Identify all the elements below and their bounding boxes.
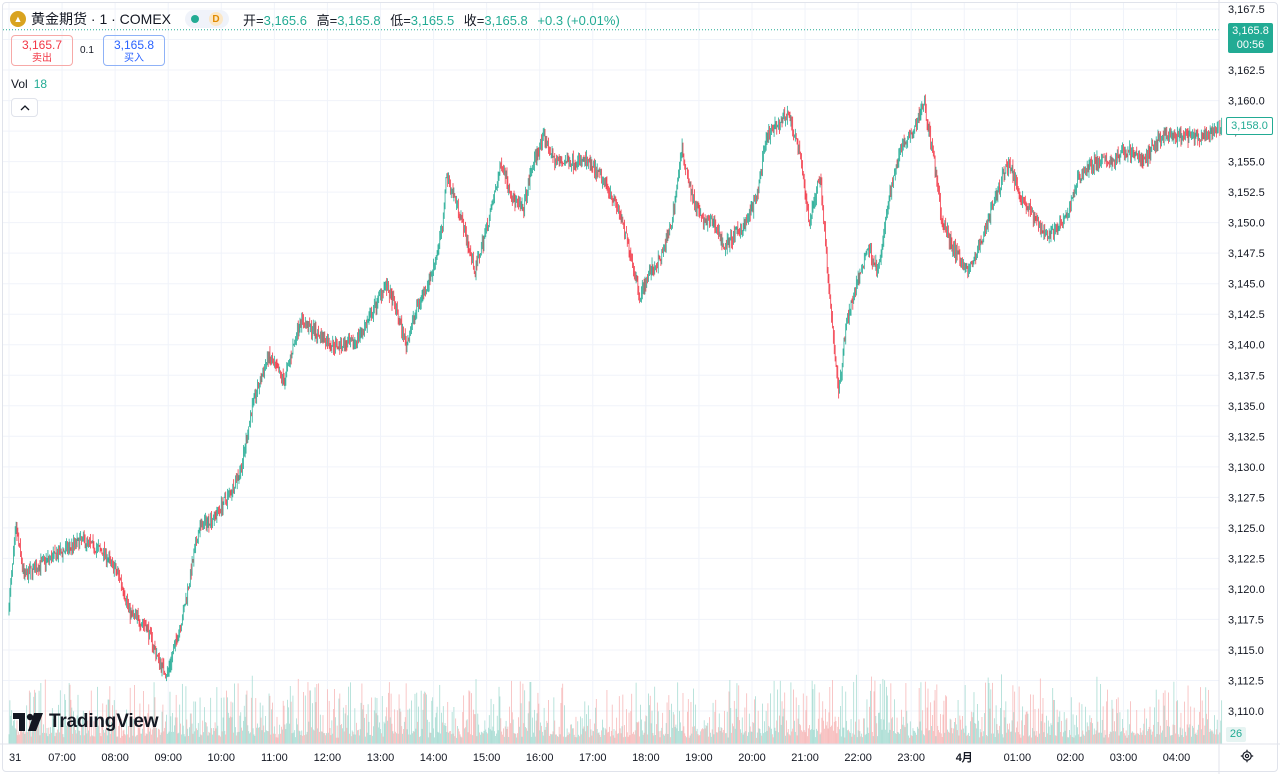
volume-legend[interactable]: Vol 18 bbox=[11, 77, 47, 91]
brand-name: TradingView bbox=[49, 711, 159, 732]
symbol-title[interactable]: 黄金期货 · 1 · COMEX bbox=[31, 11, 172, 27]
price-tick-label: 3,167.5 bbox=[1228, 4, 1265, 16]
chevron-up-icon bbox=[20, 105, 29, 111]
close-label: 收= bbox=[463, 12, 485, 28]
price-tick-label: 3,150.0 bbox=[1228, 218, 1265, 230]
market-status-pill[interactable]: D bbox=[185, 10, 230, 28]
price-tick-label: 3,112.5 bbox=[1228, 675, 1264, 687]
time-tick-label: 16:00 bbox=[526, 752, 554, 764]
time-tick-label: 21:00 bbox=[791, 752, 819, 764]
time-tick-label: 22:00 bbox=[844, 752, 872, 764]
change-value: +0.3 (+0.01%) bbox=[537, 12, 620, 28]
interval-badge: D bbox=[209, 12, 224, 26]
reference-price-badge: 3,158.0 bbox=[1226, 117, 1273, 135]
tradingview-logo[interactable]: TradingView bbox=[13, 711, 159, 733]
time-tick-label: 18:00 bbox=[632, 752, 660, 764]
buy-button[interactable]: 3,165.8 买入 bbox=[103, 35, 165, 66]
time-tick-label: 04:00 bbox=[1163, 752, 1191, 764]
time-tick-label: 11:00 bbox=[261, 752, 288, 764]
open-label: 开= bbox=[243, 12, 264, 28]
collapse-legend-button[interactable] bbox=[11, 98, 38, 117]
market-open-icon bbox=[191, 15, 200, 23]
volume-axis-badge: 26 bbox=[1226, 727, 1246, 742]
symbol-header: ▲ 黄金期货 · 1 · COMEX D 开=3,165.6 高=3,165.8… bbox=[10, 9, 626, 29]
buy-price: 3,165.8 bbox=[113, 38, 155, 52]
price-tick-label: 3,117.5 bbox=[1228, 614, 1264, 626]
price-tick-label: 3,152.5 bbox=[1228, 187, 1265, 199]
low-label: 低= bbox=[390, 12, 411, 28]
grid-lines bbox=[3, 3, 1219, 744]
price-tick-label: 3,155.0 bbox=[1228, 157, 1265, 169]
tradingview-logo-icon bbox=[13, 713, 43, 731]
price-tick-label: 3,132.5 bbox=[1228, 431, 1265, 443]
time-tick-label: 01:00 bbox=[1004, 752, 1032, 764]
price-candles bbox=[8, 94, 1223, 682]
close-value: 3,165.8 bbox=[484, 12, 528, 28]
price-tick-label: 3,160.0 bbox=[1228, 96, 1265, 108]
high-label: 高= bbox=[316, 12, 338, 28]
price-tick-label: 3,135.0 bbox=[1228, 401, 1265, 413]
time-axis: 31 07:00 08:00 09:00 10:00 11:00 12:00 13:00 14:… bbox=[0, 743, 1280, 764]
time-tick-label: 17:00 bbox=[579, 752, 607, 764]
volume-bars bbox=[8, 674, 1223, 744]
price-tick-label: 3,137.5 bbox=[1228, 370, 1265, 382]
bar-countdown: 00:56 bbox=[1236, 39, 1265, 51]
last-price: 3,165.8 bbox=[1232, 25, 1269, 37]
price-tick-label: 3,110.0 bbox=[1228, 706, 1264, 718]
time-tick-label: 13:00 bbox=[367, 752, 395, 764]
last-price-badge: 3,165.8 00:56 bbox=[1228, 23, 1273, 53]
price-tick-label: 3,147.5 bbox=[1228, 248, 1265, 260]
axis-settings-button[interactable] bbox=[1238, 747, 1256, 765]
price-tick-label: 3,142.5 bbox=[1228, 309, 1265, 321]
time-tick-label: 02:00 bbox=[1057, 752, 1085, 764]
price-tick-label: 3,140.0 bbox=[1228, 340, 1265, 352]
time-tick-label: 23:00 bbox=[897, 752, 925, 764]
time-tick-label: 19:00 bbox=[685, 752, 713, 764]
time-tick-label: 03:00 bbox=[1110, 752, 1138, 764]
sell-label: 卖出 bbox=[32, 53, 52, 64]
gear-icon bbox=[1240, 749, 1254, 763]
price-tick-label: 3,162.5 bbox=[1228, 65, 1265, 77]
time-tick-label: 4月 bbox=[956, 751, 973, 764]
gold-symbol-icon: ▲ bbox=[10, 11, 26, 27]
time-tick-label: 09:00 bbox=[154, 752, 182, 764]
sell-price: 3,165.7 bbox=[21, 38, 63, 52]
price-tick-label: 3,115.0 bbox=[1228, 645, 1264, 657]
spread-value: 0.1 bbox=[80, 45, 94, 56]
price-tick-label: 3,127.5 bbox=[1228, 492, 1265, 504]
ohlc-readout: 开=3,165.6 高=3,165.8 低=3,165.5 收=3,165.8 … bbox=[243, 10, 626, 29]
price-tick-label: 3,125.0 bbox=[1228, 523, 1265, 535]
low-value: 3,165.5 bbox=[410, 12, 455, 28]
time-tick-label: 31 bbox=[9, 752, 21, 764]
price-tick-label: 3,120.0 bbox=[1228, 584, 1265, 596]
price-tick-label: 3,145.0 bbox=[1228, 279, 1265, 291]
volume-value: 18 bbox=[33, 77, 48, 91]
sell-button[interactable]: 3,165.7 卖出 bbox=[11, 35, 73, 66]
time-tick-label: 12:00 bbox=[314, 752, 342, 764]
time-tick-label: 08:00 bbox=[101, 752, 129, 764]
price-tick-label: 3,130.0 bbox=[1228, 462, 1265, 474]
time-tick-label: 07:00 bbox=[48, 752, 76, 764]
volume-label: Vol bbox=[11, 77, 28, 91]
price-tick-label: 3,122.5 bbox=[1228, 553, 1265, 565]
time-tick-label: 10:00 bbox=[208, 752, 236, 764]
time-tick-label: 15:00 bbox=[473, 752, 501, 764]
buy-label: 买入 bbox=[124, 53, 144, 64]
time-tick-label: 14:00 bbox=[420, 752, 448, 764]
high-value: 3,165.8 bbox=[337, 12, 381, 28]
time-tick-label: 20:00 bbox=[738, 752, 766, 764]
open-value: 3,165.6 bbox=[263, 12, 307, 28]
